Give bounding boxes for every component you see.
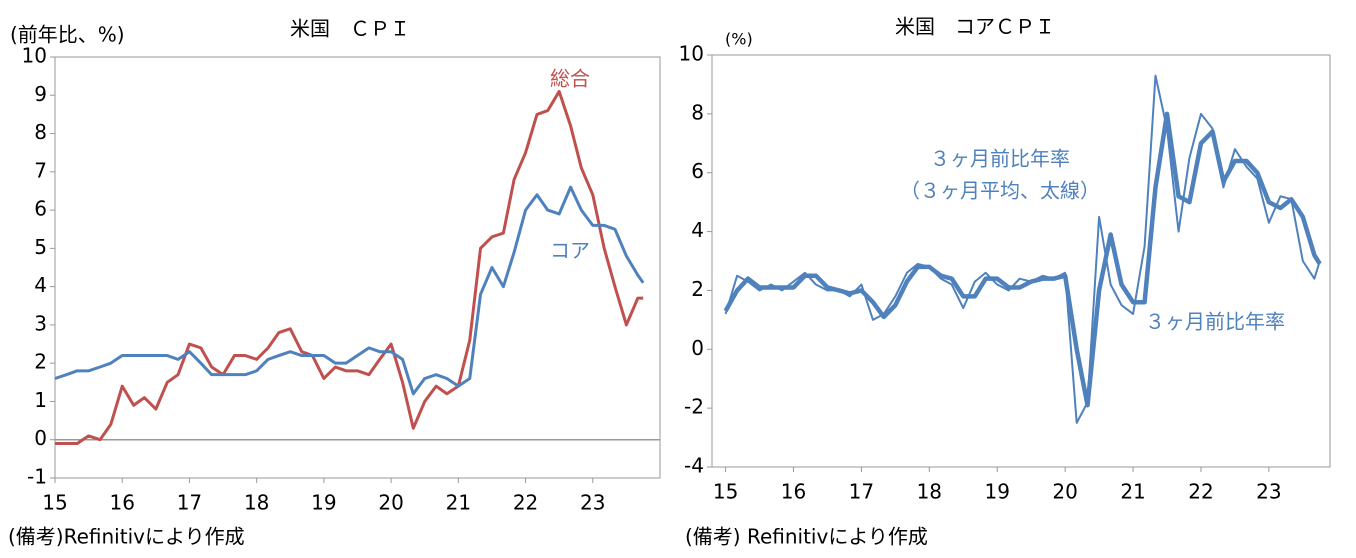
y-tick-label: 9 bbox=[34, 82, 47, 106]
y-axis-label: (%) bbox=[725, 30, 753, 49]
note: (備考)Refinitivにより作成 bbox=[8, 525, 245, 549]
line bbox=[723, 111, 1322, 408]
x-tick-label: 17 bbox=[849, 480, 874, 504]
x-tick-label: 18 bbox=[244, 491, 269, 515]
y-tick-label: 6 bbox=[691, 159, 704, 183]
chart-title: 米国 ＣＰＩ bbox=[290, 17, 410, 41]
y-tick-label: 1 bbox=[34, 388, 47, 412]
x-tick-label: 23 bbox=[580, 491, 605, 515]
y-tick-label: 10 bbox=[679, 42, 704, 66]
series-label: コア bbox=[550, 239, 590, 263]
y-tick-label: 4 bbox=[691, 218, 704, 242]
x-tick-label: 19 bbox=[985, 480, 1010, 504]
y-tick-label: 2 bbox=[34, 350, 47, 374]
y-tick-label: 2 bbox=[691, 277, 704, 301]
y-tick-label: 0 bbox=[691, 336, 704, 360]
x-tick-label: 16 bbox=[109, 491, 134, 515]
y-tick-label: 8 bbox=[691, 100, 704, 124]
series-label: 総合 bbox=[550, 67, 590, 91]
plot-frame bbox=[54, 56, 661, 479]
y-tick-label: 5 bbox=[34, 235, 47, 259]
annotation: ３ヶ月前比年率 bbox=[1145, 310, 1285, 334]
y-tick-label: 8 bbox=[34, 120, 47, 144]
plot-frame bbox=[711, 54, 1331, 468]
x-tick-label: 16 bbox=[781, 480, 806, 504]
x-tick-label: 22 bbox=[1188, 480, 1213, 504]
y-tick-label: 6 bbox=[34, 197, 47, 221]
x-tick-label: 19 bbox=[311, 491, 336, 515]
line bbox=[724, 74, 1321, 424]
line bbox=[55, 89, 644, 446]
annotation: ３ヶ月前比年率 bbox=[930, 147, 1070, 171]
y-tick-label: 7 bbox=[34, 158, 47, 182]
x-tick-label: 20 bbox=[378, 491, 403, 515]
annotation: （３ヶ月平均、太線） bbox=[900, 179, 1100, 203]
x-tick-label: 23 bbox=[1256, 480, 1281, 504]
line bbox=[54, 185, 645, 396]
x-tick-label: 22 bbox=[513, 491, 538, 515]
note: (備考) Refinitivにより作成 bbox=[685, 525, 928, 549]
y-tick-label: -2 bbox=[684, 395, 704, 419]
y-tick-label: 4 bbox=[34, 273, 47, 297]
y-tick-label: -1 bbox=[27, 465, 47, 489]
x-tick-label: 21 bbox=[1120, 480, 1145, 504]
x-tick-label: 17 bbox=[177, 491, 202, 515]
y-axis-label: (前年比、%) bbox=[10, 23, 125, 47]
y-tick-label: 3 bbox=[34, 311, 47, 335]
x-tick-label: 15 bbox=[42, 491, 67, 515]
y-tick-label: 10 bbox=[22, 44, 47, 68]
x-tick-label: 18 bbox=[917, 480, 942, 504]
y-tick-label: 0 bbox=[34, 426, 47, 450]
x-tick-label: 21 bbox=[446, 491, 471, 515]
y-tick-label: -4 bbox=[684, 454, 704, 478]
chart-title: 米国 コアＣＰＩ bbox=[895, 15, 1055, 39]
x-tick-label: 20 bbox=[1052, 480, 1077, 504]
x-tick-label: 15 bbox=[713, 480, 738, 504]
